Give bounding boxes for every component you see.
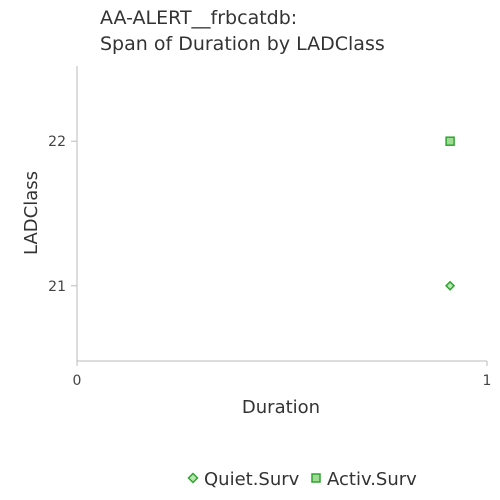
legend-marker-1 (311, 473, 321, 483)
legend-label-1: Activ.Surv (327, 469, 417, 490)
y-axis-ticks: 21 22 (48, 134, 77, 295)
y-tick-label-0: 21 (48, 279, 66, 295)
legend-label-0: Quiet.Surv (204, 469, 300, 490)
x-tick-label-1: 1 (483, 373, 492, 389)
chart-title: AA-ALERT__frbcatdb: Span of Duration by … (100, 7, 385, 55)
legend-item-quiet-surv: Quiet.Surv (187, 469, 300, 490)
legend: Quiet.Surv Activ.Surv (187, 469, 417, 490)
y-axis-label: LADClass (21, 171, 42, 255)
legend-marker-0 (187, 472, 199, 484)
y-tick-label-1: 22 (48, 134, 66, 150)
legend-item-activ-surv: Activ.Surv (311, 469, 417, 490)
data-points (445, 136, 456, 291)
point-activ-surv-0 (445, 136, 455, 146)
chart-title-line-2: Span of Duration by LADClass (100, 33, 385, 55)
chart-title-line-1: AA-ALERT__frbcatdb: (100, 7, 297, 29)
x-tick-label-0: 0 (73, 373, 82, 389)
x-axis-label: Duration (242, 397, 320, 418)
point-quiet-surv-0 (445, 280, 456, 291)
